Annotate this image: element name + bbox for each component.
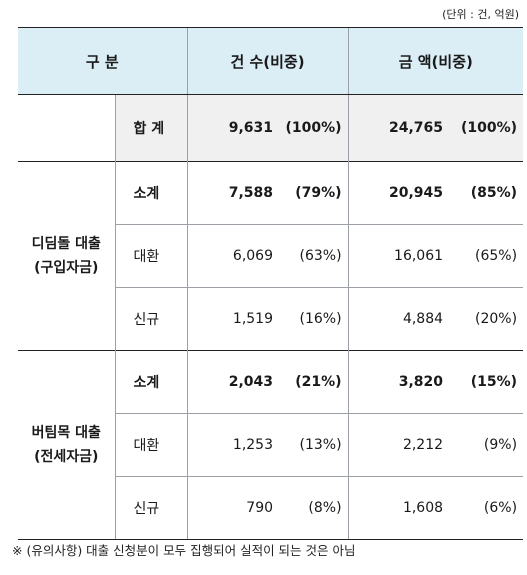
group-name-line2: (구입자금) — [34, 260, 99, 276]
header-amount: 금 액(비중) — [347, 27, 524, 95]
row-amount-pct: (6%) — [443, 476, 524, 540]
footnote: ※ (유의사항) 대출 신청분이 모두 집행되어 실적이 되는 것은 아님 — [12, 543, 356, 558]
row-label: 대환 — [114, 224, 188, 288]
row-label: 신규 — [114, 476, 188, 540]
table-row: 디딤돌 대출 (구입자금) 소계 7,588 (79%) 20,945 (85%… — [18, 161, 524, 351]
row-amount-pct: (15%) — [443, 350, 524, 414]
row-amount: 4,884 — [347, 287, 444, 351]
row-label: 소계 — [114, 161, 188, 225]
table-row: 신규 1,519 (16%) 4,884 (20%) — [18, 287, 524, 351]
row-count: 6,069 — [186, 224, 274, 288]
total-count-pct: (100%) — [273, 94, 349, 162]
group-name-line1: 디딤돌 대출 — [31, 236, 101, 252]
row-count: 1,519 — [186, 287, 274, 351]
group-name-line2: (전세자금) — [34, 449, 99, 465]
row-count: 2,043 — [186, 350, 274, 414]
row-amount-pct: (65%) — [443, 224, 524, 288]
row-label: 대환 — [114, 413, 188, 477]
row-amount: 2,212 — [347, 413, 444, 477]
row-label: 소계 — [114, 350, 188, 414]
row-count-pct: (63%) — [273, 224, 349, 288]
row-amount-pct: (85%) — [443, 161, 524, 225]
header-count: 건 수(비중) — [186, 27, 349, 95]
row-count-pct: (13%) — [273, 413, 349, 477]
unit-label: (단위 : 건, 억원) — [442, 8, 519, 21]
row-amount: 20,945 — [347, 161, 444, 225]
row-count-pct: (79%) — [273, 161, 349, 225]
group-name-beotimmok: 버팀목 대출 (전세자금) — [18, 350, 115, 540]
total-label: 합 계 — [114, 94, 188, 162]
row-amount: 1,608 — [347, 476, 444, 540]
row-amount-pct: (9%) — [443, 413, 524, 477]
group-name-didimdol: 디딤돌 대출 (구입자금) — [18, 161, 115, 351]
row-count-pct: (8%) — [273, 476, 349, 540]
total-amount: 24,765 — [347, 94, 444, 162]
header-category: 구 분 — [18, 27, 188, 95]
total-count: 9,631 — [186, 94, 274, 162]
row-amount-pct: (20%) — [443, 287, 524, 351]
row-count: 7,588 — [186, 161, 274, 225]
row-amount: 3,820 — [347, 350, 444, 414]
header-row: 구 분 건 수(비중) 금 액(비중) — [18, 27, 524, 95]
row-count: 1,253 — [186, 413, 274, 477]
table-row: 버팀목 대출 (전세자금) 소계 2,043 (21%) 3,820 (15%) — [18, 350, 524, 540]
total-blank — [18, 94, 115, 162]
row-label: 신규 — [114, 287, 188, 351]
row-count-pct: (21%) — [273, 350, 349, 414]
table-row: 대환 6,069 (63%) 16,061 (65%) — [18, 224, 524, 288]
table-row: 신규 790 (8%) 1,608 (6%) — [18, 476, 524, 540]
loan-summary-table: 구 분 건 수(비중) 금 액(비중) 합 계 9,631 (100%) 24,… — [18, 27, 524, 540]
row-count: 790 — [186, 476, 274, 540]
group-name-line1: 버팀목 대출 — [31, 425, 101, 441]
total-row: 합 계 9,631 (100%) 24,765 (100%) — [18, 94, 524, 162]
table-row: 대환 1,253 (13%) 2,212 (9%) — [18, 413, 524, 477]
row-count-pct: (16%) — [273, 287, 349, 351]
row-amount: 16,061 — [347, 224, 444, 288]
total-amount-pct: (100%) — [443, 94, 524, 162]
